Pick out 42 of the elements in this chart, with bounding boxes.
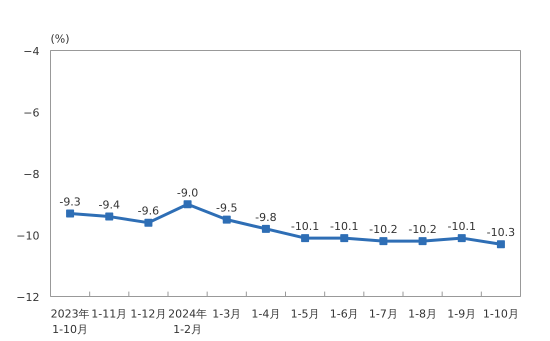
point bbox=[222, 216, 231, 224]
text: -9.5 bbox=[216, 202, 238, 215]
y-tick-label: −8 bbox=[23, 168, 40, 181]
y-tick-label: −12 bbox=[16, 291, 40, 304]
x-tick-label: 2024年 1-2月 bbox=[168, 308, 208, 336]
text: -9.8 bbox=[255, 210, 277, 224]
text: -9.4 bbox=[98, 198, 120, 212]
x-tick-label: 1-4月 bbox=[251, 308, 280, 320]
x-tick-label: 1-8月 bbox=[408, 308, 438, 320]
x-tick-label: 1-6月 bbox=[330, 308, 359, 320]
text: -9.6 bbox=[138, 204, 160, 218]
point bbox=[105, 212, 114, 221]
point bbox=[262, 224, 270, 233]
y-tick-label: −6 bbox=[23, 106, 40, 120]
x-tick-label: 1-3月 bbox=[212, 308, 242, 320]
x-tick-label: 1-11月 bbox=[91, 308, 128, 320]
point bbox=[458, 234, 466, 242]
text: -10.2 bbox=[369, 223, 398, 236]
x-tick-label: 1-10月 bbox=[482, 308, 519, 320]
text: -9.0 bbox=[176, 186, 198, 200]
x-tick-label: 1-5月 bbox=[290, 308, 320, 320]
y-axis-title: (%) bbox=[50, 32, 70, 46]
text: -10.2 bbox=[408, 223, 437, 236]
text: -10.3 bbox=[486, 226, 516, 240]
text: -10.1 bbox=[330, 220, 358, 234]
x-tick-label: 1-12月 bbox=[130, 308, 166, 320]
x-tick-label: 1-9月 bbox=[447, 308, 476, 320]
point bbox=[418, 237, 427, 246]
text: -9.3 bbox=[59, 195, 81, 208]
y-tick-label: −4 bbox=[23, 45, 40, 58]
point bbox=[379, 237, 388, 246]
point bbox=[184, 200, 192, 208]
x-tick-label: 2023年 1-10月 bbox=[50, 308, 90, 336]
x-tick-label: 1-7月 bbox=[368, 308, 398, 320]
point bbox=[496, 240, 505, 248]
text: -10.1 bbox=[290, 220, 320, 234]
point bbox=[340, 234, 348, 242]
point bbox=[66, 209, 74, 218]
y-tick-label: −10 bbox=[16, 230, 40, 242]
point bbox=[301, 234, 310, 242]
point bbox=[144, 218, 152, 227]
text: -10.1 bbox=[448, 220, 476, 234]
